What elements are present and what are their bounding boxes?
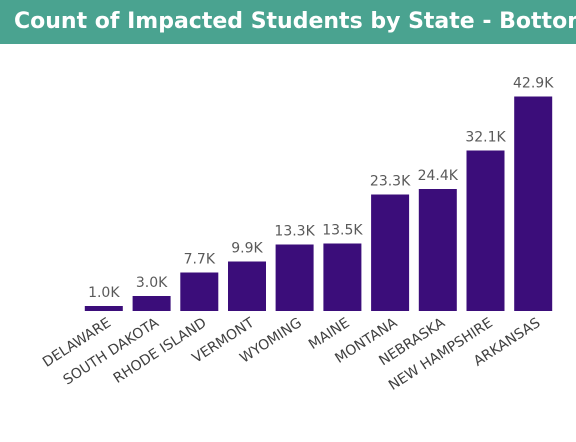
data-label: 13.5K: [322, 223, 363, 239]
data-label: 3.0K: [136, 275, 168, 291]
bar-nebraska: [418, 189, 457, 311]
data-label: 24.4K: [418, 168, 459, 184]
bar-rhode-island: [180, 272, 219, 311]
data-labels-group: 1.0K 3.0K 7.7K 9.9K 13.3K 13.5K 23.3K 24.4K 32.1…: [88, 76, 554, 302]
data-label: 42.9K: [513, 76, 554, 92]
chart-title: Count of Impacted Students by State - Bo…: [0, 0, 576, 44]
bar-montana: [371, 194, 410, 311]
data-label: 1.0K: [88, 285, 120, 301]
bar-maine: [323, 243, 362, 311]
bar-wyoming: [275, 244, 314, 311]
bar-new-hampshire: [466, 150, 505, 311]
data-label: 7.7K: [184, 252, 216, 268]
data-label: 32.1K: [465, 130, 506, 146]
data-label: 13.3K: [274, 224, 315, 240]
bar-south-dakota: [132, 296, 171, 311]
data-label: 9.9K: [231, 241, 263, 257]
bar-delaware: [84, 306, 123, 311]
data-label: 23.3K: [370, 174, 411, 190]
bar-vermont: [228, 261, 266, 311]
bar-arkansas: [514, 96, 553, 311]
bars-group: [84, 96, 553, 311]
